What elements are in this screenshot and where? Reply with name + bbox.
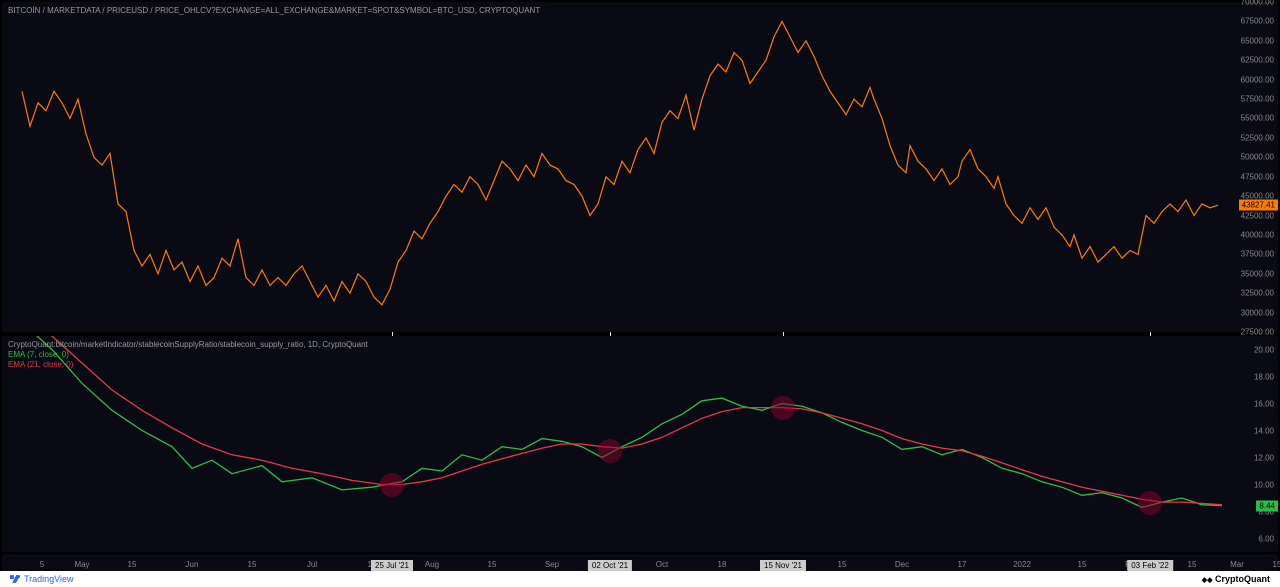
tradingview-icon [10, 574, 20, 584]
ssr-current-badge: 8.44 [1256, 500, 1278, 511]
price-yaxis: 27500.0030000.0032500.0035000.0037500.00… [1228, 2, 1278, 332]
cryptoquant-attribution[interactable]: ◆◆ CryptoQuant [1202, 574, 1270, 584]
cryptoquant-label: CryptoQuant [1215, 574, 1270, 584]
ssr-chart-title: CryptoQuant:bitcoin/marketIndicator/stab… [8, 340, 368, 349]
tradingview-attribution[interactable]: TradingView [10, 574, 74, 584]
date-badge: 15 Nov '21 [760, 560, 806, 571]
ema21-label: EMA (21, close, 0) [8, 360, 368, 369]
ssr-chart-panel[interactable]: CryptoQuant:bitcoin/marketIndicator/stab… [2, 336, 1228, 552]
price-chart-panel[interactable]: BITCOIN / MARKETDATA / PRICEUSD / PRICE_… [2, 2, 1228, 332]
ema7-label: EMA (7, close, 0) [8, 350, 368, 359]
price-chart-title: BITCOIN / MARKETDATA / PRICEUSD / PRICE_… [8, 6, 540, 15]
crossover-marker [598, 439, 622, 463]
time-xaxis: 5May15Jun15Jul15Aug15Sep15Oct18Nov15Dec1… [2, 554, 1278, 571]
price-line-svg [2, 2, 1228, 332]
date-badge: 03 Feb '22 [1127, 560, 1173, 571]
price-current-badge: 43827.41 [1239, 200, 1278, 211]
crossover-marker [1138, 491, 1162, 515]
date-badge: 02 Oct '21 [588, 560, 632, 571]
footer-bar: TradingView ◆◆ CryptoQuant [0, 571, 1280, 587]
crossover-marker [771, 396, 795, 420]
crossover-marker [380, 473, 404, 497]
tradingview-label: TradingView [24, 574, 74, 584]
date-badge: 25 Jul '21 [371, 560, 413, 571]
ssr-yaxis: 6.008.0010.0012.0014.0016.0018.0020.008.… [1228, 336, 1278, 552]
